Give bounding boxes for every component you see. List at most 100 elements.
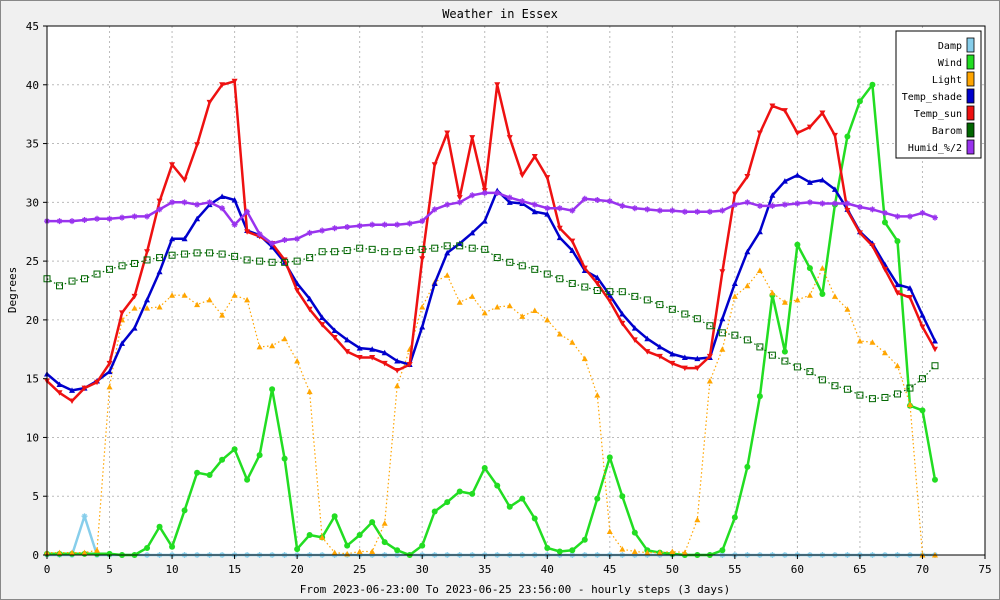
data-point-humid-2 xyxy=(81,216,88,223)
data-point-barom xyxy=(856,391,864,399)
data-point-wind xyxy=(781,348,788,355)
data-point-wind xyxy=(456,488,463,495)
data-point-humid-2 xyxy=(456,199,463,206)
data-point-light xyxy=(831,293,838,299)
data-point-barom xyxy=(293,257,301,265)
legend-label-temp-sun: Temp_sun xyxy=(914,109,962,120)
data-point-humid-2 xyxy=(519,198,526,205)
data-point-temp-sun xyxy=(681,365,688,372)
data-point-humid-2 xyxy=(281,236,288,243)
data-point-wind xyxy=(756,393,763,400)
data-point-temp-sun xyxy=(181,177,188,183)
data-point-humid-2 xyxy=(906,213,913,220)
data-point-barom xyxy=(481,245,489,253)
data-point-barom xyxy=(381,248,389,256)
x-tick-label: 5 xyxy=(106,563,113,576)
data-point-light xyxy=(769,289,776,296)
data-point-barom xyxy=(618,288,626,296)
data-point-temp-shade xyxy=(769,192,776,198)
data-point-light xyxy=(156,303,163,310)
data-point-wind xyxy=(481,465,488,472)
data-point-barom xyxy=(706,322,714,330)
data-point-barom xyxy=(743,336,751,344)
data-point-temp-sun xyxy=(894,290,901,296)
data-point-humid-2 xyxy=(894,213,901,220)
data-point-wind xyxy=(531,515,538,522)
series-line-wind xyxy=(47,83,937,557)
data-point-temp-sun xyxy=(606,298,613,305)
data-point-temp-sun xyxy=(669,360,676,367)
data-point-light xyxy=(644,549,651,556)
data-point-light xyxy=(69,549,76,556)
data-point-humid-2 xyxy=(631,205,638,212)
data-point-barom xyxy=(118,262,126,270)
data-point-temp-sun xyxy=(206,99,213,106)
data-point-barom xyxy=(268,258,276,266)
data-point-wind xyxy=(381,539,388,546)
data-point-wind xyxy=(431,508,438,515)
x-tick-label: 75 xyxy=(978,563,991,576)
data-point-light xyxy=(569,339,576,345)
data-point-temp-sun xyxy=(294,288,301,294)
data-point-humid-2 xyxy=(131,213,138,220)
data-point-humid-2 xyxy=(719,207,726,214)
data-point-humid-2 xyxy=(106,215,113,222)
data-point-temp-sun xyxy=(431,162,438,168)
data-point-humid-2 xyxy=(431,206,438,213)
legend-label-wind: Wind xyxy=(938,58,962,69)
data-point-barom xyxy=(668,305,676,313)
data-point-wind xyxy=(344,542,351,549)
x-tick-label: 35 xyxy=(478,563,491,576)
data-point-temp-shade xyxy=(344,336,351,343)
data-point-humid-2 xyxy=(806,199,813,206)
data-point-humid-2 xyxy=(94,215,101,222)
data-point-barom xyxy=(56,282,64,290)
data-point-humid-2 xyxy=(794,200,801,207)
legend-label-temp-shade: Temp_shade xyxy=(902,92,962,103)
data-point-barom xyxy=(881,393,889,401)
data-point-barom xyxy=(581,283,589,291)
data-point-temp-shade xyxy=(831,186,838,192)
axes-labels: 0 5 10 15 20 25 30 35 40 45 50 55 60 65 70 75 0 5 10 15 20 25… xyxy=(26,20,992,576)
data-point-barom xyxy=(643,296,651,304)
data-point-light xyxy=(631,548,638,554)
data-point-humid-2 xyxy=(819,200,826,207)
data-point-light xyxy=(231,292,238,298)
y-tick-label: 5 xyxy=(32,490,39,503)
data-point-humid-2 xyxy=(506,194,513,201)
data-point-light xyxy=(81,549,88,556)
data-point-barom xyxy=(243,256,251,264)
data-point-temp-shade xyxy=(306,295,313,302)
data-point-temp-shade xyxy=(144,296,151,303)
data-point-temp-shade xyxy=(731,280,738,286)
data-point-wind xyxy=(181,507,188,514)
data-point-light xyxy=(856,338,863,344)
data-point-temp-shade xyxy=(681,354,688,361)
data-point-barom xyxy=(431,244,439,252)
data-point-light xyxy=(494,303,501,310)
data-point-light xyxy=(719,346,726,352)
data-point-light xyxy=(706,378,713,384)
data-point-light xyxy=(469,293,476,299)
data-point-barom xyxy=(281,258,289,266)
data-point-barom xyxy=(631,292,639,300)
series-light xyxy=(44,265,938,558)
data-point-wind xyxy=(469,490,476,497)
data-point-barom xyxy=(206,249,214,257)
data-point-light xyxy=(381,520,388,526)
data-point-barom xyxy=(656,301,664,309)
data-point-barom xyxy=(443,242,451,250)
data-point-temp-sun xyxy=(706,353,713,360)
data-point-humid-2 xyxy=(544,205,551,212)
data-point-humid-2 xyxy=(581,195,588,202)
data-point-temp-sun xyxy=(831,132,838,139)
data-point-humid-2 xyxy=(594,196,601,203)
data-point-barom xyxy=(843,385,851,393)
data-point-barom xyxy=(893,390,901,398)
data-point-humid-2 xyxy=(781,201,788,208)
data-point-barom xyxy=(181,250,189,258)
data-point-wind xyxy=(206,472,213,479)
data-point-temp-shade xyxy=(231,196,238,203)
data-point-wind xyxy=(231,446,238,453)
data-point-temp-shade xyxy=(444,249,451,256)
